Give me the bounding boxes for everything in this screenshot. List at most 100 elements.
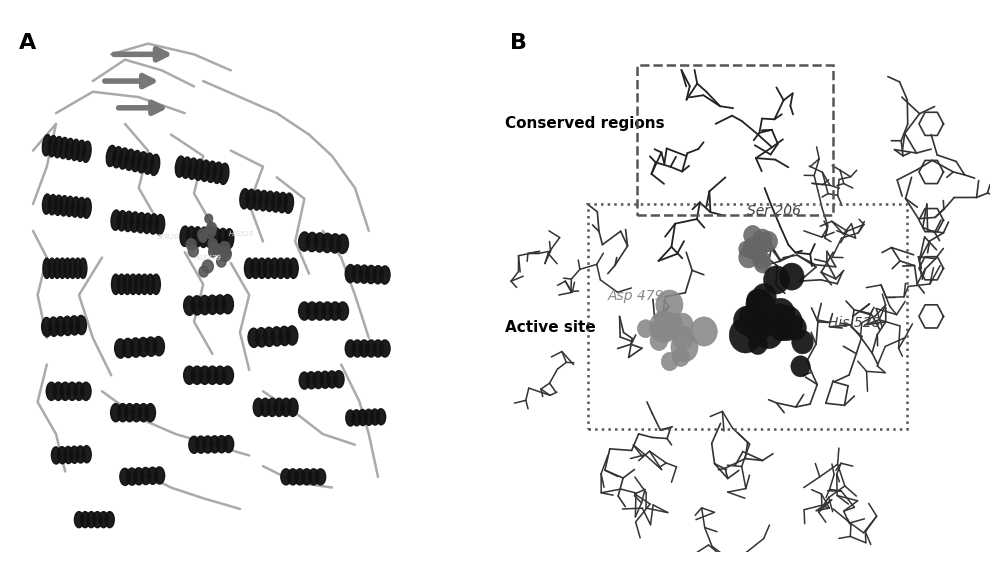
Ellipse shape <box>74 382 84 400</box>
Ellipse shape <box>199 296 210 315</box>
Ellipse shape <box>256 328 267 347</box>
Ellipse shape <box>55 316 66 336</box>
Circle shape <box>691 317 717 346</box>
Circle shape <box>779 263 804 290</box>
Ellipse shape <box>53 382 63 400</box>
Circle shape <box>205 215 213 224</box>
Ellipse shape <box>134 468 144 485</box>
Circle shape <box>759 231 777 252</box>
Ellipse shape <box>246 189 256 209</box>
Ellipse shape <box>271 192 281 212</box>
Ellipse shape <box>130 212 139 232</box>
Ellipse shape <box>267 398 277 417</box>
Ellipse shape <box>346 410 355 426</box>
Ellipse shape <box>111 404 121 422</box>
Ellipse shape <box>42 194 51 214</box>
Ellipse shape <box>131 150 141 172</box>
Ellipse shape <box>150 154 160 176</box>
Ellipse shape <box>345 340 356 357</box>
Ellipse shape <box>43 258 51 279</box>
Ellipse shape <box>322 233 333 253</box>
Ellipse shape <box>67 382 77 400</box>
Ellipse shape <box>144 153 154 174</box>
Ellipse shape <box>188 158 198 180</box>
Ellipse shape <box>74 258 82 279</box>
Circle shape <box>764 266 789 294</box>
Ellipse shape <box>83 198 91 218</box>
Circle shape <box>748 333 768 355</box>
Ellipse shape <box>81 382 91 400</box>
Ellipse shape <box>69 316 80 335</box>
Ellipse shape <box>248 328 260 347</box>
Ellipse shape <box>54 136 63 158</box>
Ellipse shape <box>251 258 260 279</box>
Ellipse shape <box>143 213 152 234</box>
Ellipse shape <box>77 140 85 162</box>
Circle shape <box>637 320 654 338</box>
Circle shape <box>758 314 778 336</box>
Circle shape <box>671 332 698 362</box>
Circle shape <box>739 247 758 268</box>
Ellipse shape <box>93 512 102 528</box>
Circle shape <box>219 242 230 254</box>
Ellipse shape <box>259 190 268 211</box>
Ellipse shape <box>189 436 199 453</box>
Ellipse shape <box>314 302 325 320</box>
Ellipse shape <box>282 258 292 279</box>
Ellipse shape <box>271 327 283 346</box>
Circle shape <box>750 245 767 263</box>
Circle shape <box>770 305 803 341</box>
Ellipse shape <box>76 446 85 463</box>
Ellipse shape <box>81 512 90 528</box>
Circle shape <box>672 327 694 350</box>
Ellipse shape <box>106 145 116 167</box>
Text: Conserved regions: Conserved regions <box>505 117 665 131</box>
Circle shape <box>672 313 693 336</box>
Ellipse shape <box>207 295 218 314</box>
Ellipse shape <box>306 372 316 389</box>
Ellipse shape <box>115 339 126 358</box>
Ellipse shape <box>154 467 165 484</box>
Ellipse shape <box>79 258 87 279</box>
Ellipse shape <box>111 210 121 230</box>
Ellipse shape <box>302 469 312 485</box>
Circle shape <box>198 229 208 240</box>
Bar <box>588 204 907 429</box>
Ellipse shape <box>224 229 234 249</box>
Circle shape <box>781 319 798 338</box>
Ellipse shape <box>207 366 218 385</box>
Ellipse shape <box>295 469 305 485</box>
Ellipse shape <box>320 371 330 388</box>
Ellipse shape <box>337 302 348 320</box>
Text: Ser 206: Ser 206 <box>747 204 801 218</box>
Ellipse shape <box>138 404 149 422</box>
Circle shape <box>769 303 790 327</box>
Ellipse shape <box>117 274 126 294</box>
Ellipse shape <box>118 404 128 422</box>
Ellipse shape <box>352 265 362 283</box>
Ellipse shape <box>213 162 223 184</box>
Ellipse shape <box>48 136 57 157</box>
Circle shape <box>754 254 771 273</box>
Ellipse shape <box>124 211 133 231</box>
Circle shape <box>746 238 766 260</box>
Ellipse shape <box>373 266 383 284</box>
Ellipse shape <box>145 404 155 422</box>
Ellipse shape <box>175 156 185 177</box>
Circle shape <box>792 330 813 354</box>
Circle shape <box>661 352 678 370</box>
Ellipse shape <box>46 382 57 400</box>
Ellipse shape <box>76 315 86 334</box>
Text: HIS528: HIS528 <box>229 231 254 237</box>
Ellipse shape <box>193 227 202 247</box>
Ellipse shape <box>203 436 213 453</box>
Text: His 528: His 528 <box>828 316 881 330</box>
Circle shape <box>791 356 810 377</box>
Ellipse shape <box>263 258 273 279</box>
Ellipse shape <box>263 327 275 346</box>
Circle shape <box>199 233 207 242</box>
Ellipse shape <box>70 446 79 463</box>
Ellipse shape <box>125 149 135 171</box>
Ellipse shape <box>334 370 344 388</box>
Ellipse shape <box>53 258 61 279</box>
